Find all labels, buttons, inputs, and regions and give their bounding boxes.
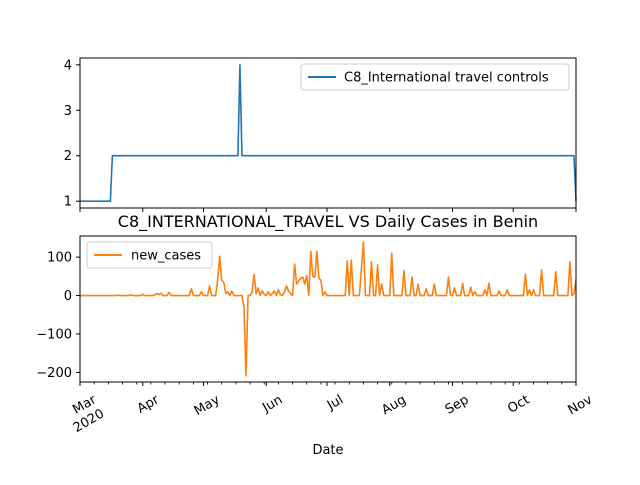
bottom-series-line-0: [80, 240, 577, 377]
bottom-axes-frame: [79, 235, 577, 383]
top-x-ticks: [79, 208, 577, 212]
chart-title: C8_INTERNATIONAL_TRAVEL VS Daily Cases i…: [118, 212, 538, 232]
bottom-ytick-label-3: 100: [47, 251, 72, 266]
top-y-ticks: 1 2 3 4: [64, 58, 80, 210]
top-ytick-label-1: 2: [64, 149, 72, 164]
top-legend-box: [300, 63, 570, 91]
bottom-ytick-label-2: 0: [64, 289, 72, 304]
top-ytick-label-3: 4: [64, 58, 72, 73]
bottom-ytick-label-0: −200: [36, 366, 72, 381]
top-series: [80, 64, 577, 202]
bottom-xtick-label-4: Jul: [324, 392, 346, 413]
top-legend: C8_International travel controls: [300, 63, 570, 91]
bottom-y-ticks: −200 −100 0 100: [36, 251, 80, 381]
top-ytick-label-2: 3: [64, 104, 72, 119]
bottom-ytick-label-1: −100: [36, 327, 72, 342]
top-ytick-label-0: 1: [64, 195, 72, 210]
bottom-series: [80, 240, 577, 377]
top-legend-label: C8_International travel controls: [344, 71, 549, 86]
top-series-line-0: [80, 64, 577, 202]
bottom-legend-label: new_cases: [131, 249, 201, 264]
top-axes-frame: [79, 57, 577, 209]
x-axis-label: Date: [312, 443, 343, 458]
bottom-legend-box: [86, 241, 213, 269]
bottom-legend: new_cases: [86, 241, 213, 269]
top-axes: 1 2 3 4 C8_International travel controls: [64, 57, 577, 212]
